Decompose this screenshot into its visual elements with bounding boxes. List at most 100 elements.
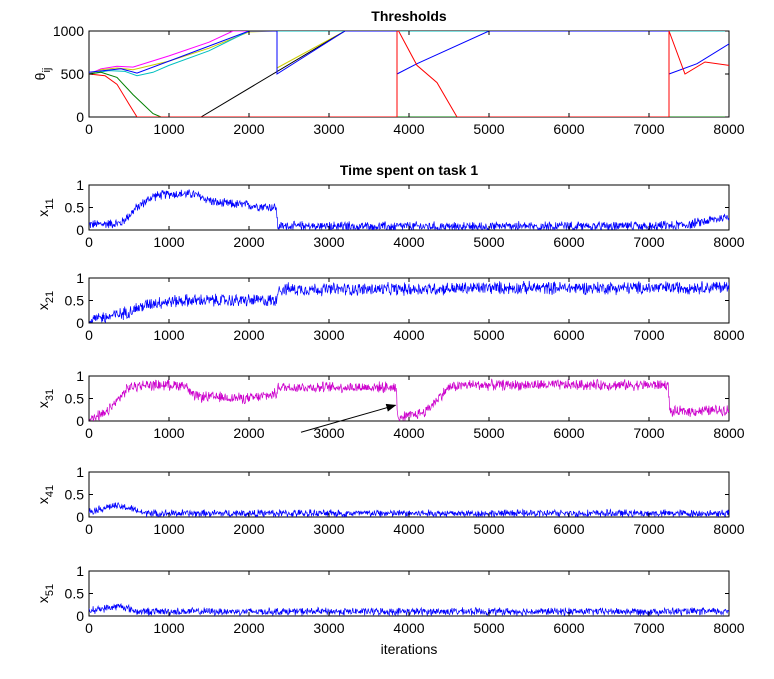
subplot-title: Thresholds [371, 8, 447, 24]
subplot-x51: 0 1000 2000 3000 4000 5000 6000 7000 8000 0 0.5 1 x5… [35, 563, 745, 657]
x-tick-label: 5000 [473, 620, 504, 636]
x-tick-label: 5000 [473, 234, 504, 250]
y-axis-label: θij [32, 68, 53, 81]
x-tick-label: 0 [85, 521, 93, 537]
x-tick-label: 0 [85, 327, 93, 343]
x-tick-label: 2000 [233, 620, 264, 636]
x-tick-label: 8000 [713, 425, 744, 441]
x-tick-label: 1000 [153, 234, 184, 250]
x-tick-label: 8000 [713, 234, 744, 250]
series-line-thresholds-1 [89, 31, 729, 75]
x-tick-label: 3000 [313, 234, 344, 250]
x-tick-label: 6000 [553, 425, 584, 441]
y-tick-label: 1 [76, 270, 84, 286]
x-tick-label: 6000 [553, 521, 584, 537]
annotation-arrow [300, 403, 397, 433]
x-tick-label: 1000 [153, 327, 184, 343]
y-tick-label: 0 [76, 109, 84, 125]
x-tick-label: 2000 [233, 521, 264, 537]
x-tick-label: 4000 [393, 234, 424, 250]
x-tick-label: 7000 [633, 425, 664, 441]
x-tick-label: 0 [85, 425, 93, 441]
x-tick-label: 3000 [313, 521, 344, 537]
series-line-x21-0 [89, 280, 729, 323]
y-tick-label: 0 [76, 315, 84, 331]
series-line-thresholds-3 [89, 31, 729, 77]
x-tick-label: 2000 [233, 234, 264, 250]
x-tick-label: 5000 [473, 121, 504, 137]
x-tick-label: 6000 [553, 121, 584, 137]
x-tick-label: 4000 [393, 521, 424, 537]
subplot-x41: 0 1000 2000 3000 4000 5000 6000 7000 8000 0 0.5 1 x4… [35, 464, 745, 537]
y-axis-label: x11 [35, 198, 56, 216]
series-line-x51-0 [89, 602, 729, 616]
y-tick-label: 0 [76, 222, 84, 238]
series-line-thresholds-6 [89, 31, 729, 117]
x-tick-label: 1000 [153, 121, 184, 137]
subplot-x21: 0 1000 2000 3000 4000 5000 6000 7000 8000 0 0.5 1 x2… [35, 270, 745, 343]
x-tick-label: 0 [85, 121, 93, 137]
x-tick-label: 3000 [313, 327, 344, 343]
y-tick-label: 0.5 [65, 293, 85, 309]
x-tick-label: 0 [85, 620, 93, 636]
x-tick-label: 1000 [153, 521, 184, 537]
subplot-title: Time spent on task 1 [340, 162, 478, 178]
subplot-thresholds: 0 1000 2000 3000 4000 5000 6000 7000 8000 0 500 100… [32, 8, 745, 137]
x-tick-label: 6000 [553, 234, 584, 250]
x-tick-label: 5000 [473, 521, 504, 537]
x-tick-label: 7000 [633, 521, 664, 537]
x-tick-label: 5000 [473, 327, 504, 343]
subplot-x31: 0 1000 2000 3000 4000 5000 6000 7000 8000 0 0.5 1 x3… [35, 368, 745, 441]
y-axis-label: x41 [35, 485, 56, 504]
y-tick-label: 1000 [53, 23, 84, 39]
x-tick-label: 8000 [713, 121, 744, 137]
y-tick-label: 1 [76, 177, 84, 193]
x-tick-label: 2000 [233, 425, 264, 441]
x-tick-label: 2000 [233, 327, 264, 343]
series-line-thresholds-0 [89, 31, 729, 75]
series-line-thresholds-5 [89, 71, 729, 117]
subplot-x11: 0 1000 2000 3000 4000 5000 6000 7000 8000 0 0.5 1 Ti… [35, 162, 745, 250]
series-line-thresholds-2 [89, 31, 729, 117]
x-tick-label: 6000 [553, 620, 584, 636]
y-tick-label: 1 [76, 464, 84, 480]
y-tick-label: 0.5 [65, 200, 85, 216]
x-tick-label: 1000 [153, 620, 184, 636]
axes-frame [88, 30, 730, 118]
x-tick-label: 7000 [633, 121, 664, 137]
x-tick-label: 3000 [313, 425, 344, 441]
y-tick-label: 1 [76, 563, 84, 579]
x-tick-label: 4000 [393, 425, 424, 441]
y-axis-label: x51 [35, 584, 56, 603]
y-tick-label: 0 [76, 608, 84, 624]
x-tick-label: 6000 [553, 327, 584, 343]
y-tick-label: 0.5 [65, 487, 85, 503]
x-tick-label: 4000 [393, 327, 424, 343]
x-tick-label: 8000 [713, 521, 744, 537]
x-tick-label: 7000 [633, 327, 664, 343]
y-tick-label: 500 [61, 66, 85, 82]
x-tick-label: 0 [85, 234, 93, 250]
x-axis-label: iterations [381, 641, 438, 657]
x-tick-label: 7000 [633, 620, 664, 636]
x-tick-label: 8000 [713, 327, 744, 343]
y-tick-label: 0.5 [65, 586, 85, 602]
x-tick-label: 3000 [313, 620, 344, 636]
x-tick-label: 7000 [633, 234, 664, 250]
x-tick-label: 1000 [153, 425, 184, 441]
x-tick-label: 3000 [313, 121, 344, 137]
axes-frame [88, 471, 730, 518]
y-tick-label: 1 [76, 368, 84, 384]
series-line-x41-0 [89, 502, 729, 517]
x-tick-label: 5000 [473, 425, 504, 441]
y-axis-label: x31 [35, 389, 56, 408]
y-tick-label: 0 [76, 413, 84, 429]
y-tick-label: 0 [76, 509, 84, 525]
x-tick-label: 8000 [713, 620, 744, 636]
y-tick-label: 0.5 [65, 391, 85, 407]
x-tick-label: 4000 [393, 620, 424, 636]
y-axis-label: x21 [35, 291, 56, 310]
x-tick-label: 2000 [233, 121, 264, 137]
x-tick-label: 4000 [393, 121, 424, 137]
